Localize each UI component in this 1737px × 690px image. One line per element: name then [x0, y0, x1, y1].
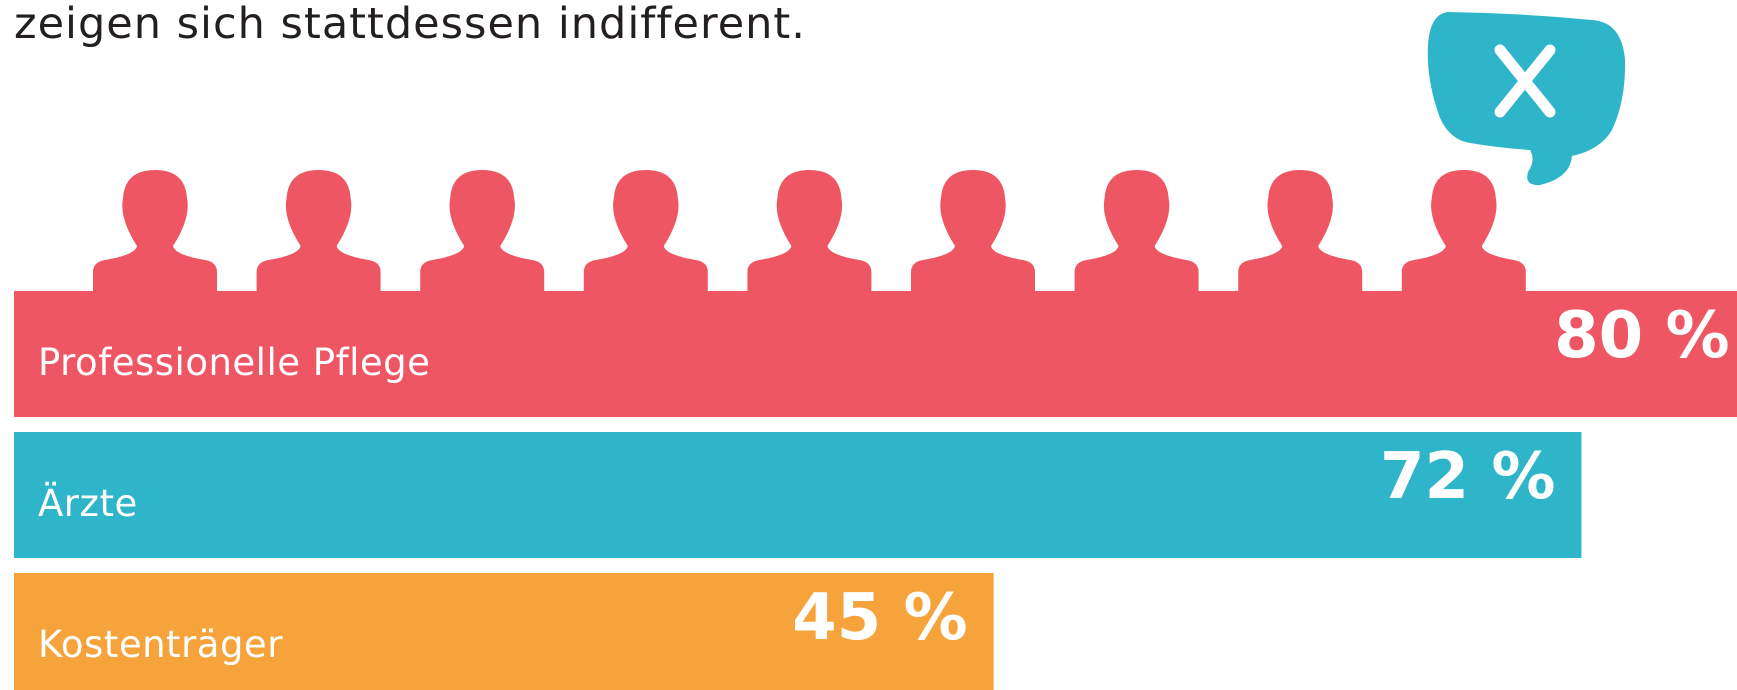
people-illustration	[93, 170, 1526, 292]
bar	[14, 432, 1582, 558]
value-label: 45 %	[792, 581, 967, 655]
bar	[14, 291, 1737, 417]
person-icon	[1401, 170, 1526, 292]
speech-bubble	[1427, 12, 1626, 186]
category-label: Professionelle Pflege	[38, 341, 430, 384]
category-label: Ärzte	[38, 482, 138, 525]
person-icon	[911, 170, 1035, 292]
value-label: 72 %	[1380, 440, 1555, 514]
value-label: 80 %	[1554, 299, 1729, 373]
bars: Professionelle Pflege 80 % Ärzte 72 % Kosten…	[14, 291, 1737, 690]
person-icon	[747, 170, 872, 292]
person-icon	[1238, 170, 1363, 292]
x-icon	[1494, 44, 1556, 118]
category-label: Kostenträger	[38, 623, 283, 666]
person-icon	[420, 170, 545, 292]
bubble-shape	[1427, 12, 1626, 186]
person-icon	[1074, 170, 1199, 292]
person-icon	[93, 170, 217, 292]
person-icon	[256, 170, 381, 292]
person-icon	[583, 170, 708, 292]
bar	[14, 573, 994, 690]
chart-title: zeigen sich stattdessen indifferent.	[14, 0, 806, 49]
